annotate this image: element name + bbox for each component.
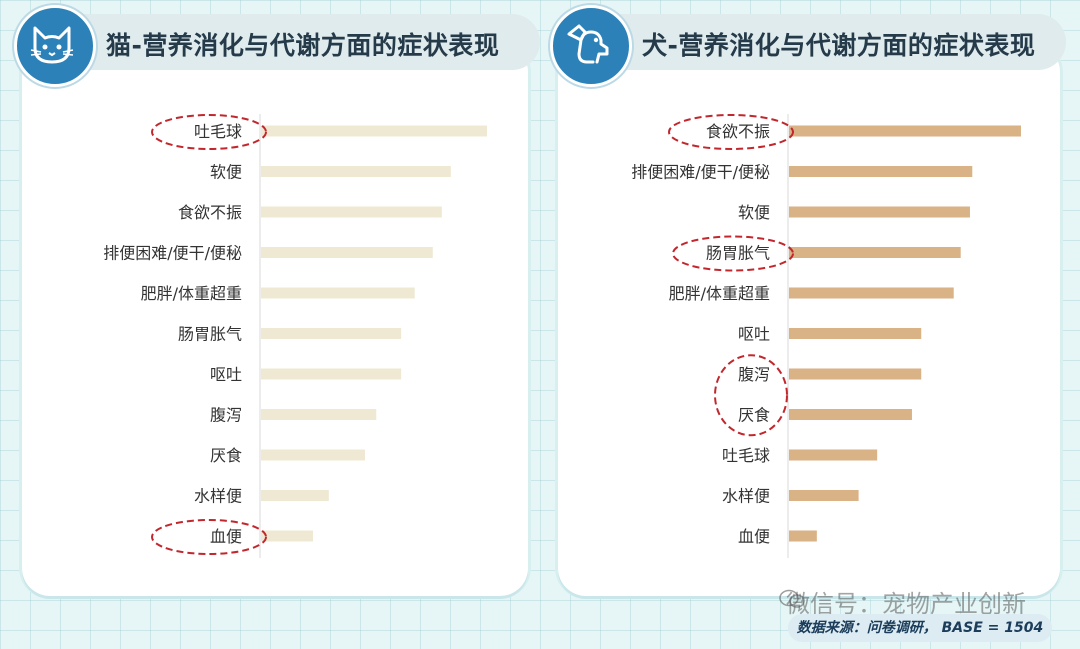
category-label: 吐毛球 (722, 446, 770, 465)
category-label: 肥胖/体重超重 (141, 284, 242, 303)
bar-2 (789, 206, 970, 218)
category-label: 排便困难/便干/便秘 (103, 244, 242, 263)
wechat-logo-icon (779, 589, 805, 608)
category-label: 食欲不振 (178, 203, 242, 222)
bar-0 (261, 125, 487, 137)
category-label: 肠胃胀气 (178, 325, 242, 344)
category-label: 厌食 (210, 446, 242, 465)
watermark-text: 微信号：宠物产业创新 (786, 590, 1026, 618)
dog-bar-chart: 食欲不振排便困难/便干/便秘软便肠胃胀气肥胖/体重超重呕吐腹泻厌食吐毛球水样便血… (558, 110, 1060, 560)
bar-8 (789, 449, 878, 461)
bar-10 (261, 530, 313, 542)
category-label: 食欲不振 (706, 122, 770, 141)
category-label: 血便 (210, 527, 242, 546)
dog-icon (550, 5, 632, 87)
category-label: 血便 (738, 527, 770, 546)
category-label: 排便困难/便干/便秘 (631, 163, 770, 182)
bar-5 (261, 328, 402, 339)
bar-4 (789, 287, 954, 299)
cat-chart-title: 猫-营养消化与代谢方面的症状表现 (106, 31, 500, 60)
highlight-ring-bloody-stool (151, 519, 267, 555)
bar-7 (789, 409, 912, 420)
category-label: 腹泻 (210, 406, 242, 425)
dog-chart-title: 犬-营养消化与代谢方面的症状表现 (642, 31, 1036, 60)
category-label: 肠胃胀气 (706, 244, 770, 263)
dog-chart-header: 犬-营养消化与代谢方面的症状表现 (550, 5, 1066, 87)
highlight-ring-hairball (151, 114, 267, 150)
bar-0 (789, 125, 1021, 137)
data-source-label: 数据来源：问卷调研， BASE = 1504 (788, 614, 1052, 642)
cat-bar-chart: 吐毛球软便食欲不振排便困难/便干/便秘肥胖/体重超重肠胃胀气呕吐腹泻厌食水样便血… (22, 110, 528, 560)
bar-6 (789, 368, 922, 380)
bar-1 (789, 166, 973, 177)
category-label: 软便 (738, 203, 770, 222)
category-label: 水样便 (722, 487, 770, 506)
category-label: 厌食 (738, 406, 770, 425)
category-label: 腹泻 (738, 365, 770, 384)
highlight-ring-poor-appetite (668, 114, 794, 150)
bar-9 (261, 490, 329, 501)
bar-4 (261, 287, 415, 299)
bar-9 (789, 490, 859, 501)
highlight-ring-bloating (672, 235, 794, 272)
bar-2 (261, 206, 442, 218)
bar-3 (789, 247, 961, 258)
bar-6 (261, 368, 402, 380)
highlight-ring-diarrhea-anorexia (714, 354, 788, 437)
bar-8 (261, 449, 365, 461)
bar-7 (261, 409, 377, 420)
category-label: 呕吐 (210, 365, 242, 384)
category-label: 肥胖/体重超重 (669, 284, 770, 303)
category-label: 吐毛球 (194, 122, 242, 141)
bar-3 (261, 247, 433, 258)
cat-chart-header: 猫-营养消化与代谢方面的症状表现 (14, 5, 540, 87)
bar-1 (261, 166, 451, 177)
category-label: 软便 (210, 163, 242, 182)
category-label: 呕吐 (738, 325, 770, 344)
cat-icon (14, 5, 96, 87)
category-label: 水样便 (194, 487, 242, 506)
bar-5 (789, 328, 922, 339)
bar-10 (789, 530, 817, 542)
